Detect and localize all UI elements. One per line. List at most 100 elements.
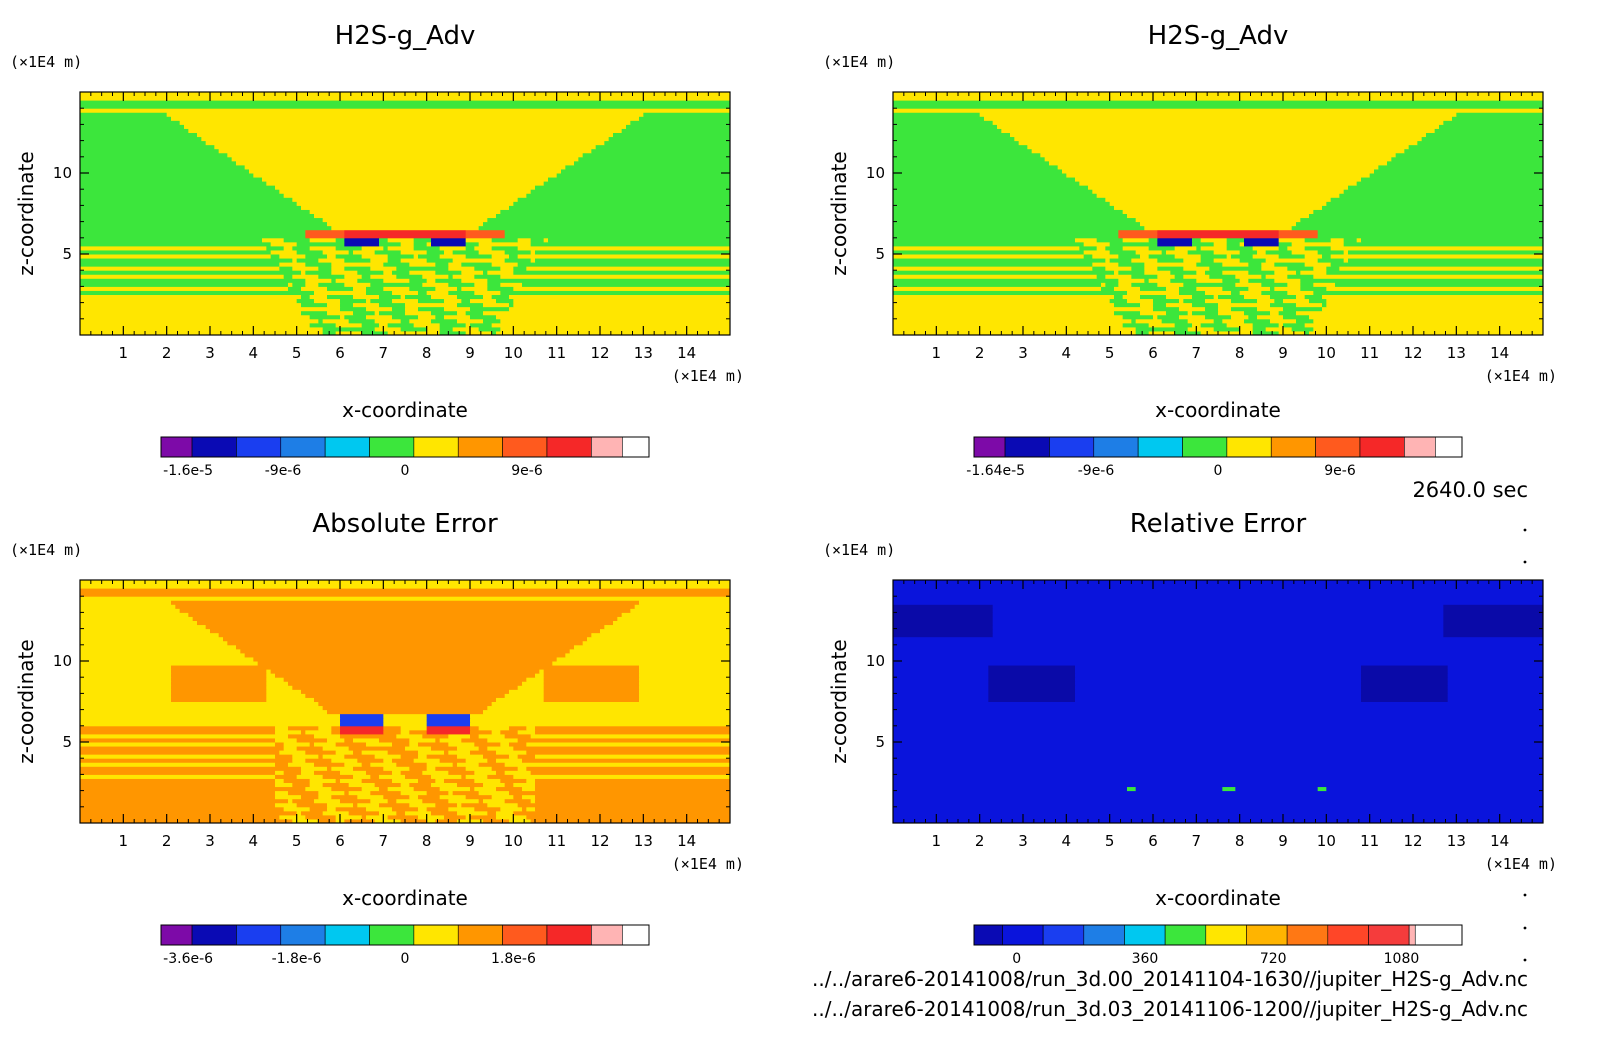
heatmap-cell-run bbox=[1101, 286, 1115, 291]
heatmap-cell-run bbox=[1174, 274, 1184, 279]
x-tick-label: 9 bbox=[465, 344, 475, 362]
x-unit-label: (×1E4 m) bbox=[672, 855, 744, 873]
heatmap-cell-run bbox=[327, 802, 354, 808]
heatmap-cell-run bbox=[543, 681, 640, 686]
heatmap-cell-run bbox=[409, 802, 436, 808]
heatmap-cell-run bbox=[262, 177, 549, 182]
heatmap-cell-run bbox=[893, 217, 1137, 223]
heatmap-cell-run bbox=[305, 282, 319, 287]
heatmap-cell-run bbox=[361, 786, 380, 792]
heatmap-cell-run bbox=[893, 294, 1115, 300]
heatmap-cell-run bbox=[80, 104, 731, 109]
heatmap-cell-run bbox=[1274, 278, 1301, 283]
heatmap-cell-run bbox=[483, 270, 488, 275]
heatmap-cell-run bbox=[591, 632, 731, 638]
heatmap-cell-run bbox=[1075, 681, 1362, 686]
heatmap-cell-run bbox=[509, 742, 527, 747]
heatmap-cell-run bbox=[893, 794, 1544, 800]
heatmap-cell-run bbox=[392, 806, 419, 812]
heatmap-cell-run bbox=[448, 750, 471, 755]
heatmap-cell-run bbox=[379, 810, 397, 816]
heatmap-cell-run bbox=[80, 286, 289, 291]
heatmap-cell-run bbox=[396, 810, 406, 816]
footer-file-2: ../../arare6-20141008/run_3d.03_20141106… bbox=[812, 997, 1528, 1021]
heatmap-cell-run bbox=[1257, 306, 1284, 312]
heatmap-cell-run bbox=[80, 201, 298, 206]
x-tick-label: 3 bbox=[1018, 344, 1028, 362]
panel-4: Relative Error(×1E4 m)1 2 3 4 5 6 7 8 9 10 11 12 13 1… bbox=[823, 509, 1557, 967]
heatmap-cell-run bbox=[1157, 282, 1184, 287]
heatmap-cell-run bbox=[344, 314, 367, 320]
heatmap-cell-run bbox=[984, 116, 1453, 121]
heatmap-cell-run bbox=[1109, 201, 1327, 206]
colorbar-swatch bbox=[280, 924, 326, 946]
heatmap-cell-run bbox=[535, 786, 731, 792]
heatmap-cell-run bbox=[366, 806, 393, 812]
heatmap-cell-run bbox=[327, 806, 337, 812]
heatmap-cell-run bbox=[1205, 270, 1223, 275]
heatmap-cell-run bbox=[1417, 140, 1544, 146]
heatmap-cell-run bbox=[1196, 245, 1202, 251]
heatmap-cell-run bbox=[893, 592, 1544, 597]
heatmap-cell-run bbox=[379, 737, 410, 743]
heatmap-cell-run bbox=[613, 620, 731, 626]
heatmap-cell-run bbox=[535, 249, 731, 255]
heatmap-cell-run bbox=[483, 310, 731, 316]
heatmap-cell-run bbox=[470, 750, 497, 755]
heatmap-cell-run bbox=[487, 810, 497, 816]
heatmap-cell-run bbox=[478, 762, 506, 767]
heatmap-cell-run bbox=[1261, 282, 1288, 287]
heatmap-cell-run bbox=[80, 794, 276, 800]
heatmap-cell-run bbox=[1274, 298, 1284, 304]
heatmap-field bbox=[893, 580, 1544, 824]
heatmap-cell-run bbox=[80, 754, 276, 759]
heatmap-cell-run bbox=[483, 221, 731, 227]
heatmap-cell-run bbox=[379, 786, 389, 792]
heatmap-cell-run bbox=[318, 318, 324, 324]
time-label: 2640.0 sec bbox=[1412, 478, 1528, 502]
heatmap-cell-run bbox=[470, 729, 493, 735]
x-tick-label: 1 bbox=[119, 832, 129, 850]
heatmap-cell-run bbox=[405, 774, 432, 779]
heatmap-cell-run bbox=[296, 746, 324, 751]
heatmap-cell-run bbox=[422, 798, 449, 804]
heatmap-cell-run bbox=[171, 677, 267, 682]
heatmap-cell-run bbox=[392, 314, 419, 320]
heatmap-cell-run bbox=[309, 322, 337, 328]
heatmap-cell-run bbox=[496, 213, 731, 219]
heatmap-cell-run bbox=[526, 766, 731, 771]
heatmap-cell-run bbox=[1343, 249, 1349, 255]
heatmap-cell-run bbox=[543, 689, 640, 694]
heatmap-cell-run bbox=[1343, 258, 1349, 263]
heatmap-cell-run bbox=[296, 802, 328, 808]
heatmap-cell-run bbox=[1114, 270, 1119, 275]
heatmap-cell-run bbox=[383, 729, 402, 735]
heatmap-cell-run bbox=[893, 673, 989, 678]
heatmap-cell-run bbox=[322, 326, 376, 332]
heatmap-cell-run bbox=[1447, 685, 1544, 690]
heatmap-cell-run bbox=[1278, 310, 1297, 316]
heatmap-cell-run bbox=[591, 148, 731, 154]
heatmap-cell-run bbox=[80, 189, 280, 194]
heatmap-cell-run bbox=[893, 802, 1544, 808]
heatmap-cell-run bbox=[305, 278, 332, 283]
heatmap-cell-run bbox=[1330, 237, 1345, 243]
heatmap-cell-run bbox=[301, 294, 311, 300]
heatmap-cell-run bbox=[1374, 168, 1544, 174]
heatmap-cell-run bbox=[1192, 302, 1219, 308]
heatmap-cell-run bbox=[205, 624, 605, 630]
heatmap-cell-run bbox=[992, 628, 1444, 634]
heatmap-cell-run bbox=[327, 766, 332, 771]
heatmap-cell-run bbox=[1118, 270, 1145, 275]
heatmap-cell-run bbox=[327, 286, 354, 291]
heatmap-cell-run bbox=[893, 290, 1128, 295]
heatmap-cell-run bbox=[1122, 209, 1314, 214]
heatmap-cell-run bbox=[491, 701, 731, 707]
heatmap-cell-run bbox=[491, 245, 519, 251]
heatmap-cell-run bbox=[1018, 140, 1418, 146]
heatmap-cell-run bbox=[80, 636, 224, 642]
heatmap-cell-run bbox=[305, 254, 328, 259]
heatmap-cell-run bbox=[483, 709, 731, 715]
colorbar-tick-label: 0 bbox=[1214, 463, 1223, 479]
heatmap-cell-run bbox=[483, 818, 510, 824]
